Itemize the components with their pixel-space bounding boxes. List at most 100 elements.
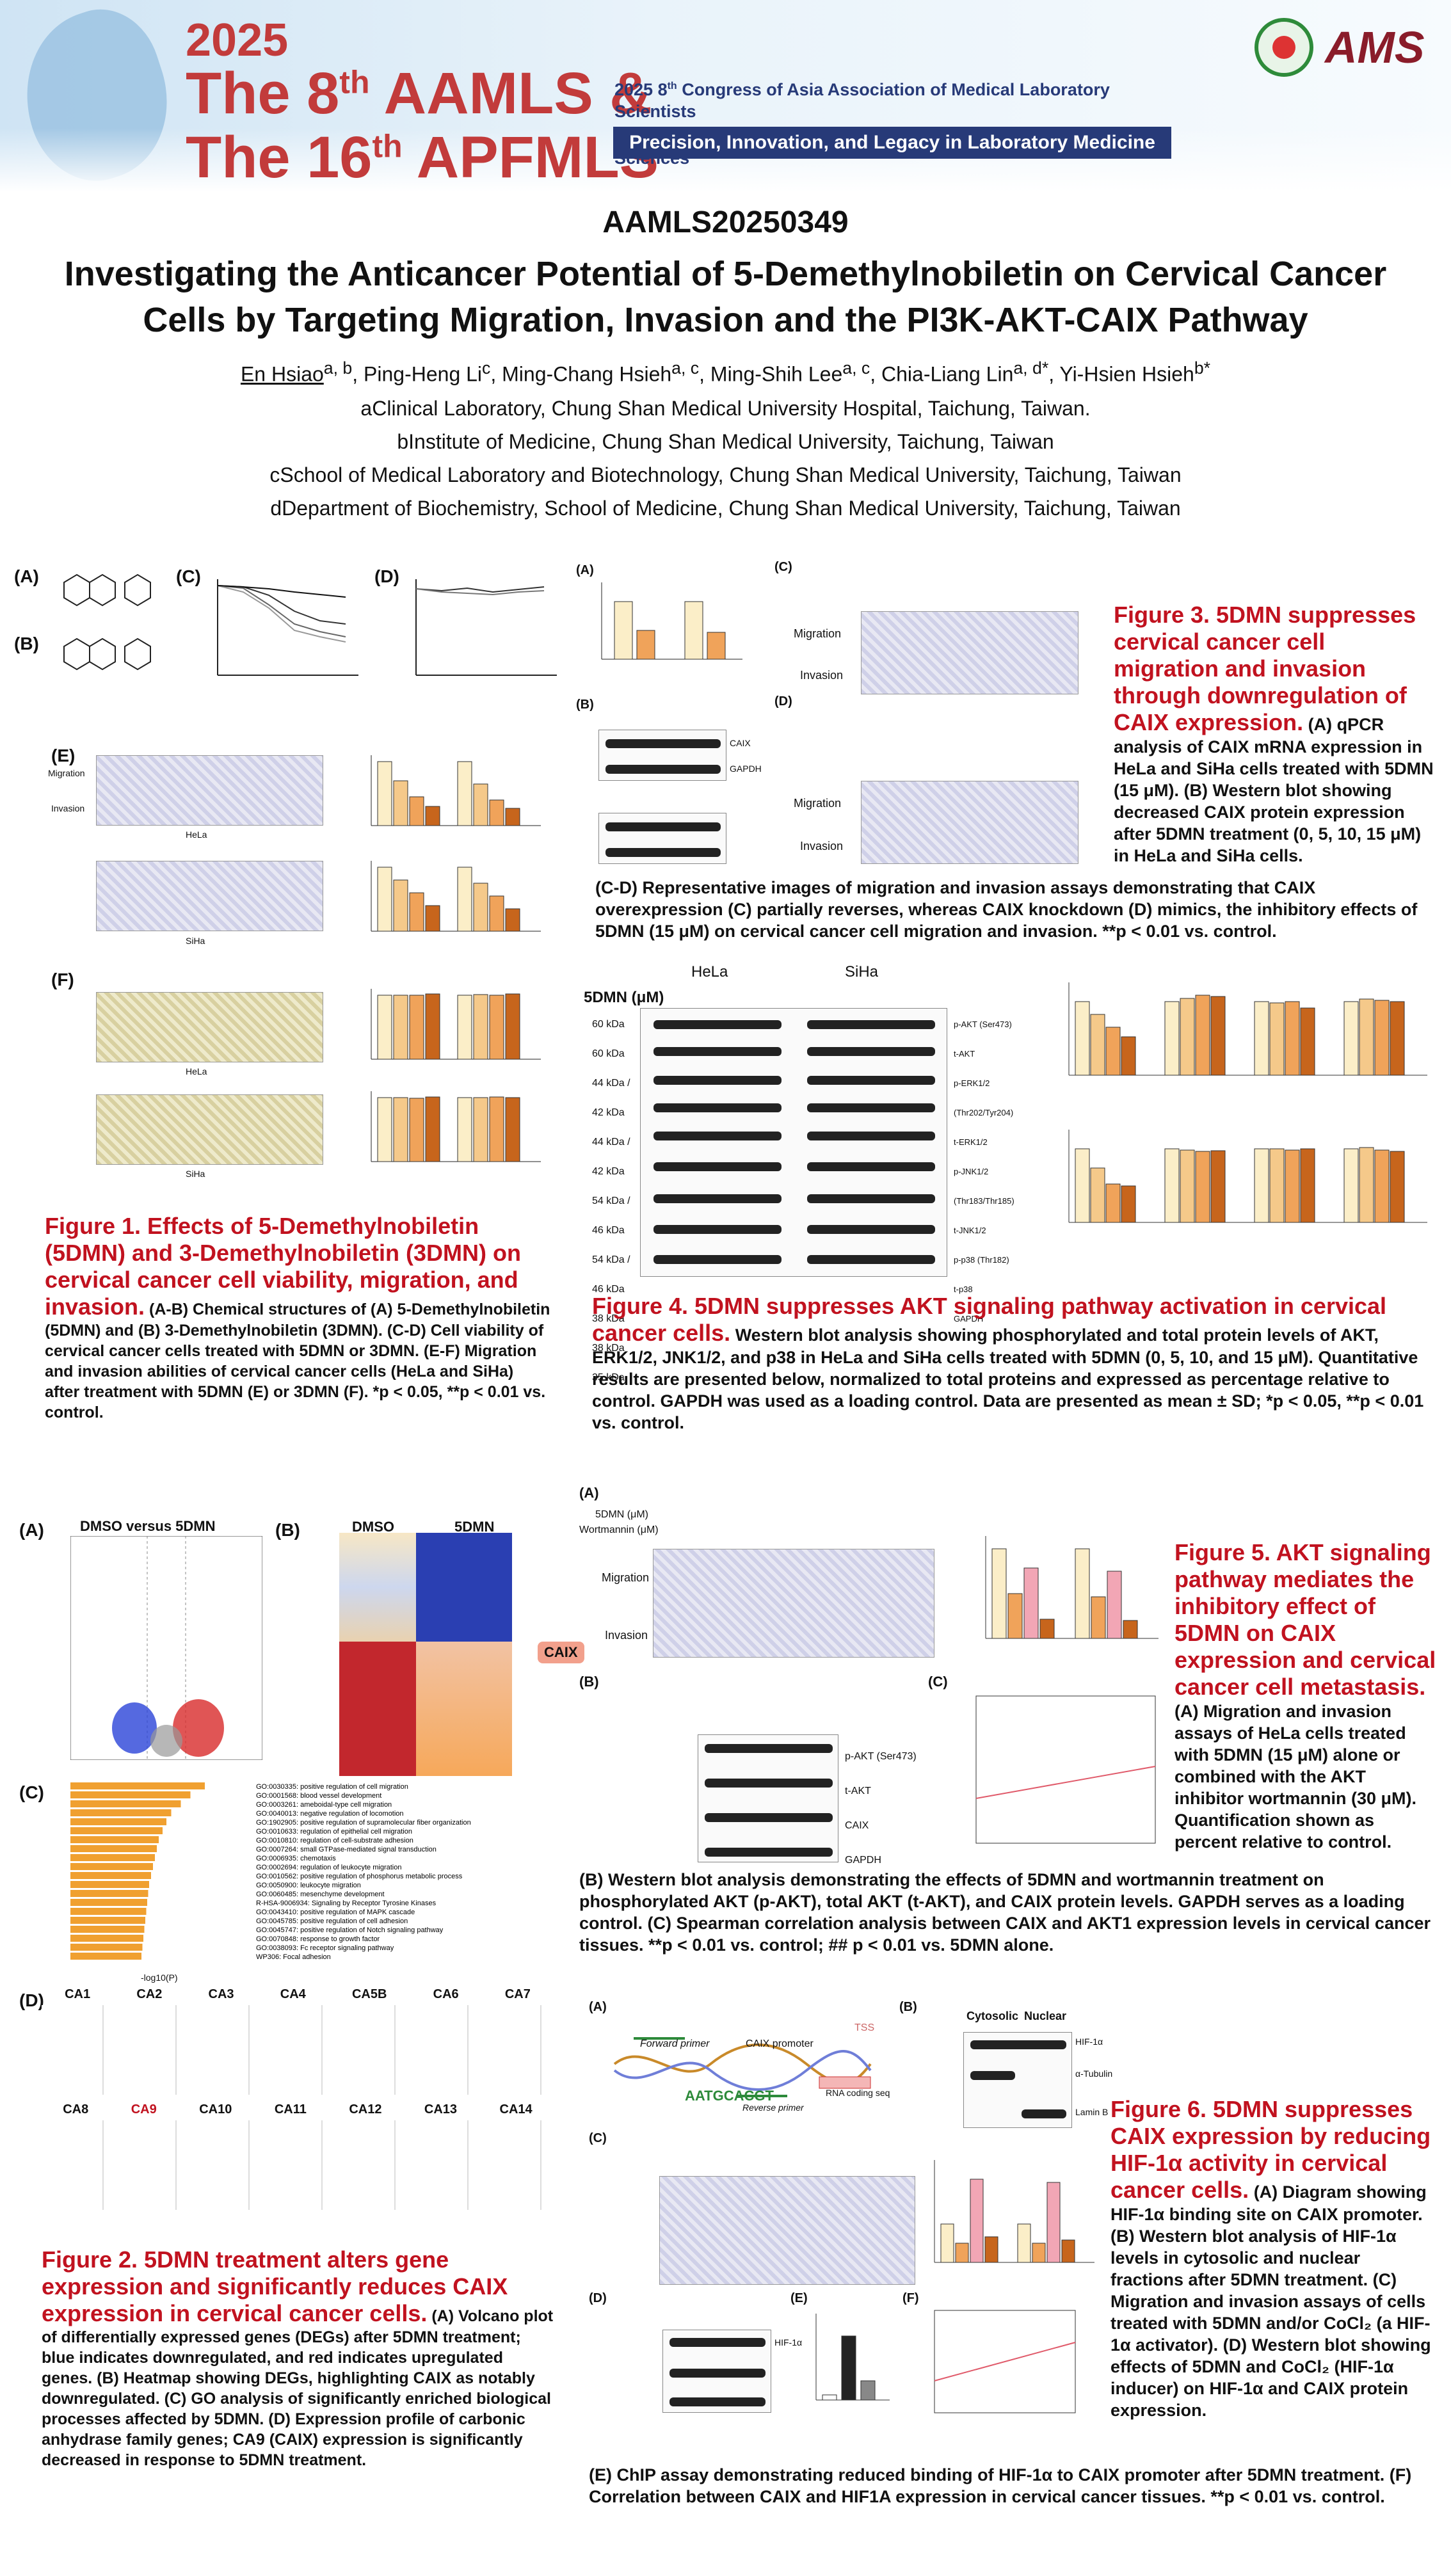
fig2-caix-tag: CAIX <box>538 1642 584 1663</box>
ca-gene-label: CA4 <box>280 1987 306 2001</box>
fig3d-migration: Migration <box>794 797 842 810</box>
go-bar <box>70 1926 145 1933</box>
caix-promoter-label: CAIX promoter <box>746 2038 814 2049</box>
abstract-code: AAMLS20250349 <box>602 205 849 239</box>
fig3b-siha-blot <box>598 813 726 864</box>
fig5-label-a: (A) <box>579 1485 599 1501</box>
cytosolic-label: Cytosolic <box>966 2010 1019 2022</box>
fig1-label-a: (A) <box>14 566 39 586</box>
go-bar <box>70 1935 143 1942</box>
fig1f-hela-bars <box>371 989 541 1060</box>
fig4-hela-label: HeLa <box>691 963 728 980</box>
fig6e-chip-bars <box>815 2314 890 2401</box>
go-term-label: GO:0045747: positive regulation of Notch… <box>256 1926 444 1934</box>
ca-gene-label: CA10 <box>199 2102 232 2116</box>
fig2-caption: Figure 2. 5DMN treatment alters gene exp… <box>42 2246 554 2470</box>
fig1e-migration-label: Migration <box>48 768 85 778</box>
go-term-label: GO:0010562: positive regulation of phosp… <box>256 1873 463 1880</box>
affiliation-d: dDepartment of Biochemistry, School of M… <box>270 497 1181 520</box>
fig5b-blot <box>698 1734 838 1862</box>
go-bar <box>70 1890 148 1897</box>
ca9-gene-label: CA9 <box>131 2102 157 2116</box>
fig4-blot-label: t-p38 <box>954 1284 973 1294</box>
fig1f-siha-bars <box>371 1091 541 1162</box>
fig6-label-f: (F) <box>902 2291 919 2305</box>
fig6a-promoter-diagram <box>613 2037 872 2097</box>
go-term-label: GO:0045785: positive regulation of cell … <box>256 1917 408 1925</box>
go-bar <box>70 1845 157 1852</box>
fig1-chemical-structures <box>63 573 151 671</box>
fig3-label-c: (C) <box>774 560 792 574</box>
fig4-caption-title: Figure 4. 5DMN suppresses AKT signaling … <box>592 1293 1387 1346</box>
heatmap-5dmn-label: 5DMN <box>454 1519 495 1535</box>
fig6-label-a: (A) <box>589 2000 607 2014</box>
fig4-caption: Figure 4. 5DMN suppresses AKT signaling … <box>592 1293 1434 1434</box>
fig4-kda: 54 kDa / 46 kDa <box>592 1196 630 1236</box>
fig4-blot-label: p-ERK1/2 (Thr202/Tyr204) <box>954 1078 1014 1117</box>
fig5-label-b: (B) <box>579 1674 599 1690</box>
fig1-label-f: (F) <box>51 970 74 989</box>
go-bar <box>70 1872 151 1879</box>
ca-gene-label: CA2 <box>136 1987 163 2001</box>
fig6f-scatter <box>934 2310 1076 2413</box>
go-bar <box>70 1944 143 1951</box>
ca-gene-label: CA6 <box>433 1987 459 2001</box>
tagline: Precision, Innovation, and Legacy in Lab… <box>613 127 1171 159</box>
ca-gene-label: CA12 <box>349 2102 382 2116</box>
fig4-blot-label: p-AKT (Ser473) <box>954 1020 1012 1029</box>
go-term-label: GO:0006935: chemotaxis <box>256 1855 336 1862</box>
fig4-siha-density-bars <box>1068 1130 1427 1223</box>
fig6c-images <box>659 2176 915 2285</box>
fig2-caption-title: Figure 2. 5DMN treatment alters gene exp… <box>42 2246 508 2326</box>
fig2-label-a: (A) <box>19 1520 44 1540</box>
fig6b-laminb-label: Lamin B <box>1075 2107 1109 2117</box>
fig1e-hela-bars <box>371 755 541 826</box>
volcano-plot <box>70 1536 262 1760</box>
go-term-label: GO:0043410: positive regulation of MAPK … <box>256 1908 415 1916</box>
fig5-wort-row: Wortmannin (μM) <box>579 1524 659 1535</box>
fig4-blot-label: p-JNK1/2 (Thr183/Thr185) <box>954 1167 1014 1206</box>
go-bar <box>70 1791 191 1798</box>
fig4-kda: 54 kDa / 46 kDa <box>592 1254 630 1295</box>
header-banner <box>0 0 1451 192</box>
ca-gene-label: CA3 <box>208 1987 234 2001</box>
go-term-label: GO:0007264: small GTPase-mediated signal… <box>256 1846 437 1853</box>
ca-gene-grid: CA1 CA2 CA3 CA4 CA5B CA6 CA7 CA8 CA9 CA1… <box>42 1987 554 2218</box>
go-term-label: GO:0002694: regulation of leukocyte migr… <box>256 1864 401 1871</box>
deg-heatmap: DMSO 5DMN <box>320 1519 531 1782</box>
fig5a-invasion: Invasion <box>605 1629 648 1642</box>
go-term-label: R-HSA-9006934: Signaling by Receptor Tyr… <box>256 1900 437 1907</box>
author-list: En Hsiaoa, b, Ping-Heng Lic, Ming-Chang … <box>240 358 1211 386</box>
fig3b-gapdh-label: GAPDH <box>730 764 762 774</box>
fig4-western-blot <box>640 1008 947 1277</box>
fig4-blot-label: p-p38 (Thr182) <box>954 1255 1009 1265</box>
ca-boxplots-row2 <box>42 2120 554 2210</box>
ca-gene-label: CA8 <box>63 2102 89 2116</box>
fig3b-hela-blot <box>598 730 726 781</box>
fig6-label-e: (E) <box>790 2291 808 2305</box>
fig6b-hif-label: HIF-1α <box>1075 2036 1103 2047</box>
go-bar <box>70 1863 153 1870</box>
go-term-label: GO:0030335: positive regulation of cell … <box>256 1783 408 1791</box>
go-bar <box>70 1782 205 1789</box>
fig4-kda: 38 kDa <box>592 1313 625 1324</box>
go-term-label: GO:0060485: mesenchyme development <box>256 1891 385 1898</box>
fig5-caption-side: Figure 5. AKT signaling pathway mediates… <box>1174 1539 1437 1853</box>
fig4-blot-label: t-ERK1/2 <box>954 1137 988 1147</box>
go-bar <box>70 1899 147 1906</box>
fig1e-siha-bars <box>371 861 541 932</box>
heatmap-dmso-label: DMSO <box>352 1519 394 1535</box>
banner-year: 2025 <box>186 15 289 66</box>
fig5b-blot-label: p-AKT (Ser473) <box>845 1751 917 1762</box>
go-term-label: WP306: Focal adhesion <box>256 1953 331 1961</box>
fig1-label-e: (E) <box>51 746 76 765</box>
volcano-title: DMSO versus 5DMN <box>80 1518 216 1534</box>
go-term-label: GO:0010633: regulation of epithelial cel… <box>256 1828 412 1836</box>
fig5-caption-title: Figure 5. AKT signaling pathway mediates… <box>1174 1539 1436 1700</box>
ca-gene-label: CA5B <box>351 1987 387 2001</box>
fig1e-hela-images <box>96 755 323 826</box>
fig3-label-a: (A) <box>576 563 594 577</box>
fig4-kda-labels: 60 kDa 60 kDa 44 kDa / 42 kDa 44 kDa / 4… <box>592 1010 637 1393</box>
go-bar <box>70 1827 163 1834</box>
fig6b-tubulin-label: α-Tubulin <box>1075 2068 1113 2079</box>
